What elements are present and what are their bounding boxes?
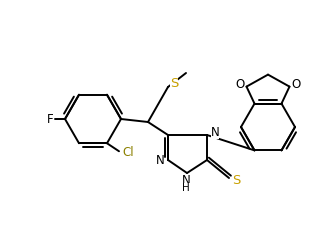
Text: N: N [156,153,164,167]
Text: S: S [232,175,240,188]
Text: H: H [182,183,190,193]
Text: S: S [170,77,178,90]
Text: O: O [235,78,244,91]
Text: F: F [47,113,53,125]
Text: Cl: Cl [122,146,134,159]
Text: O: O [292,78,301,91]
Text: N: N [211,125,219,138]
Text: N: N [182,175,190,188]
